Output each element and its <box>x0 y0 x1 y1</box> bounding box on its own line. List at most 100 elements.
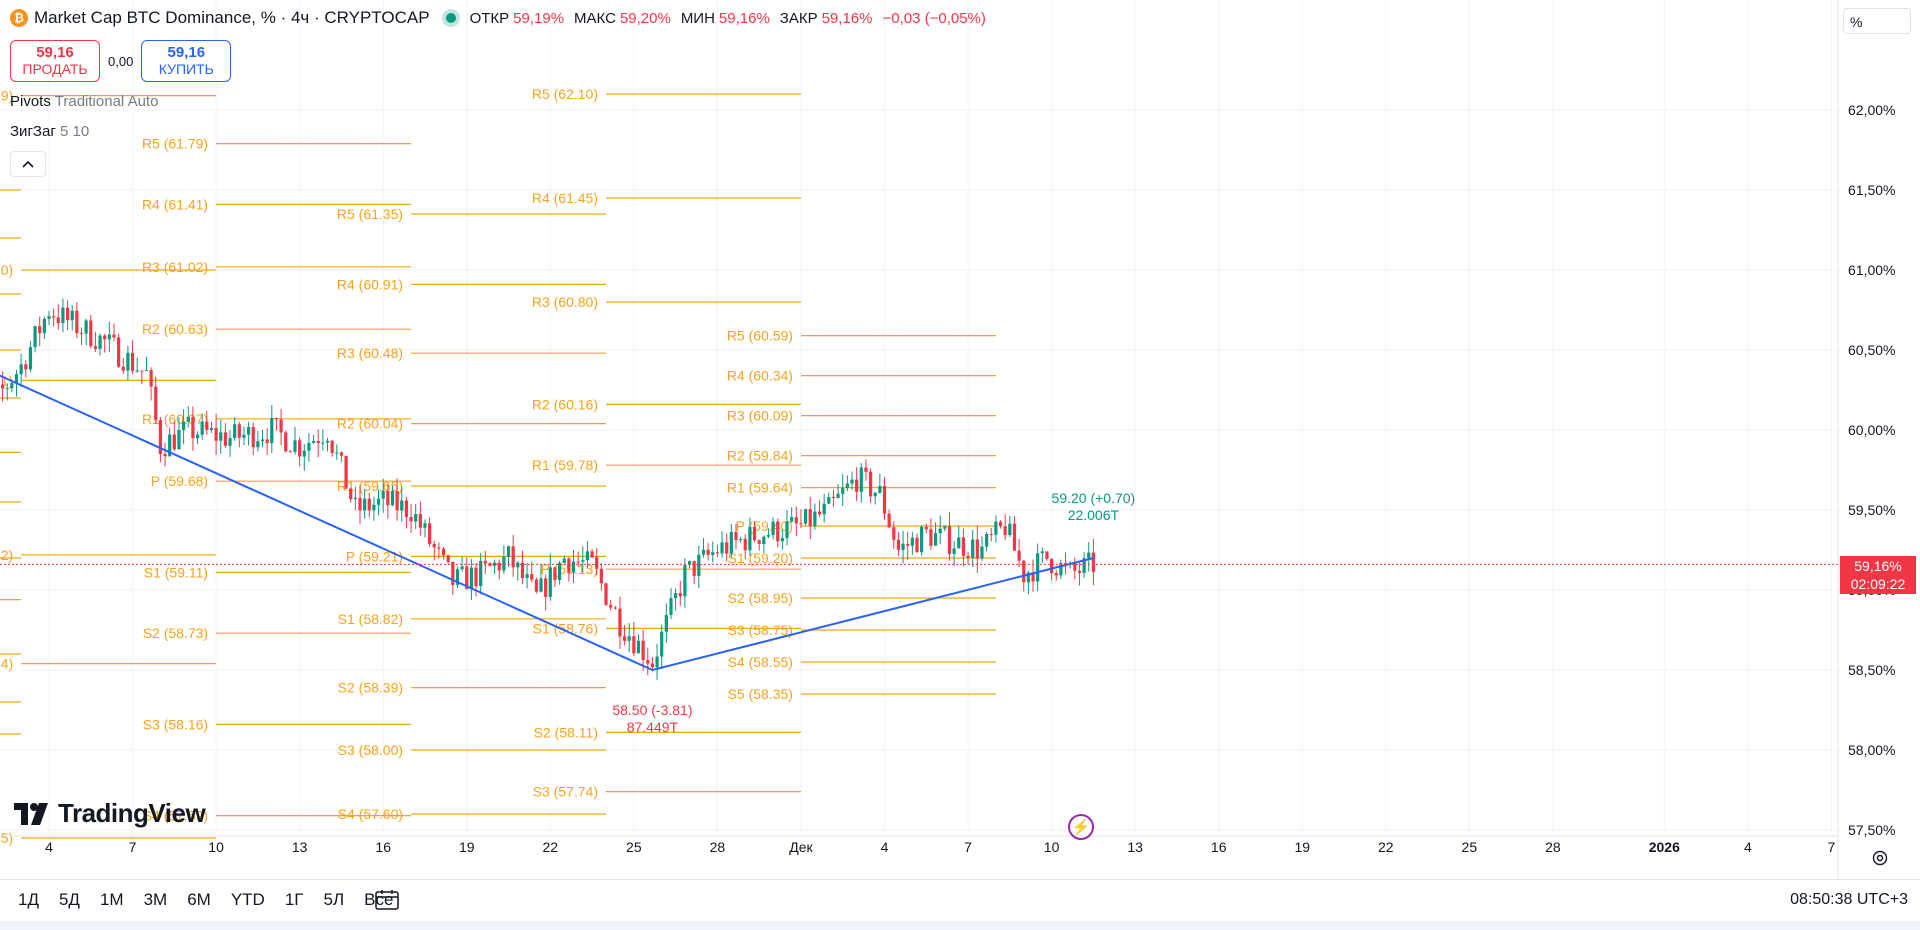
indicator-zigzag-name: ЗигЗаг <box>10 123 56 140</box>
pivot-level-label: S3 (58.75) <box>728 622 793 638</box>
candle-body <box>363 498 367 511</box>
candle-body <box>237 424 241 438</box>
range-6m-button[interactable]: 6М <box>187 890 211 909</box>
range-ytd-button[interactable]: YTD <box>230 890 265 909</box>
candle-body <box>284 432 288 452</box>
time-axis-tick-label: 4 <box>45 839 53 855</box>
candle-body <box>975 539 979 559</box>
symbol-title[interactable]: Market Cap BTC Dominance, % · 4ч · CRYPT… <box>34 8 430 27</box>
range-buttons: 1Д 5Д 1М 3М 6М YTD 1Г 5Л Все <box>18 890 393 910</box>
range-5y-button[interactable]: 5Л <box>323 890 345 909</box>
time-axis-tick-label: 22 <box>1378 839 1394 855</box>
candle-body <box>228 438 232 446</box>
candle-body <box>534 579 538 592</box>
zigzag-line <box>0 374 1094 672</box>
ohlc-values: ОТКР 59,19% МАКС 59,20% МИН 59,16% ЗАКР 59,1… <box>470 10 992 27</box>
candle-body <box>790 517 794 522</box>
indicator-zigzag[interactable]: ЗигЗаг 5 10 <box>10 123 89 140</box>
pivot-level-label: R1 (59.65) <box>337 478 403 494</box>
candle-body <box>785 521 789 539</box>
low-value: 59,16% <box>718 9 770 27</box>
tradingview-logo[interactable]: TradingView <box>14 798 206 829</box>
price-chart[interactable]: R2 (62.09)R1 (61.00)P (60.31)S1 (59.22)S… <box>0 0 1920 880</box>
time-axis-tick-label: 19 <box>1294 839 1310 855</box>
candle-body <box>214 427 218 441</box>
candle-body <box>260 439 265 442</box>
range-3m-button[interactable]: 3М <box>143 890 168 909</box>
candle-body <box>548 567 552 597</box>
candle-body <box>376 498 381 505</box>
candle-body <box>827 497 831 504</box>
range-1m-button[interactable]: 1М <box>99 890 124 909</box>
candle-body <box>655 656 659 668</box>
candle-body <box>84 320 88 334</box>
candle-body <box>683 564 687 597</box>
time-axis-tick-label: 10 <box>1044 839 1060 855</box>
close-value: 59,16% <box>821 9 873 27</box>
calendar-range-icon[interactable] <box>374 889 400 911</box>
candle-body <box>140 370 144 372</box>
zigzag-pivot-label: 58.50 (-3.81) <box>612 702 692 718</box>
range-1y-button[interactable]: 1Г <box>284 890 304 909</box>
gear-icon[interactable] <box>1870 848 1890 868</box>
range-all-button[interactable]: Все <box>364 890 394 909</box>
candle-body <box>766 534 771 537</box>
candle-body <box>813 511 817 527</box>
candle-body <box>762 536 766 544</box>
candle-body <box>404 500 409 518</box>
candle-body <box>511 546 515 568</box>
candle-body <box>855 479 859 492</box>
range-1d-button[interactable]: 1Д <box>18 890 39 909</box>
time-axis-tick-label: 7 <box>1828 839 1836 855</box>
candle-body <box>135 370 139 372</box>
candle-body <box>929 529 933 546</box>
last-price-value: 59,16% <box>1854 558 1902 574</box>
candle-body <box>89 320 93 347</box>
candle-body <box>112 334 116 338</box>
candle-body <box>817 511 822 515</box>
market-status-icon[interactable] <box>445 13 456 23</box>
buy-button[interactable]: 59,16 КУПИТЬ <box>141 40 232 82</box>
candle-body <box>609 604 613 608</box>
candle-body <box>562 558 566 563</box>
pivot-level-label: S3 (57.45) <box>0 830 13 846</box>
candle-body <box>924 526 928 530</box>
candle-body <box>24 364 28 370</box>
candle-body <box>414 514 418 522</box>
candle-body <box>455 569 460 585</box>
candle-body <box>729 532 733 554</box>
symbol-legend: ₿ Market Cap BTC Dominance, % · 4ч · CRY… <box>10 8 992 28</box>
timezone-clock[interactable]: 08:50:38 UTC+3 <box>1790 891 1908 908</box>
candle-body <box>576 561 580 563</box>
pivot-level-label: S4 (57.60) <box>338 806 403 822</box>
candle-body <box>947 526 952 554</box>
pivot-level-label: S4 (58.55) <box>728 654 793 670</box>
price-axis-tick-label: 59,50% <box>1848 502 1895 518</box>
price-axis-tick-label: 60,00% <box>1848 422 1895 438</box>
candle-body <box>423 523 427 528</box>
pivot-level-label: R2 (60.04) <box>337 416 403 432</box>
candle-body <box>177 429 181 450</box>
candle-body <box>344 455 348 489</box>
candle-body <box>571 561 576 573</box>
indicator-pivots[interactable]: Pivots Traditional Auto <box>10 93 158 110</box>
candle-body <box>910 537 914 546</box>
range-5d-button[interactable]: 5Д <box>58 890 80 909</box>
candle-body <box>859 467 863 492</box>
pivot-level-label: S3 (58.00) <box>338 742 403 758</box>
candle-body <box>325 440 330 443</box>
collapse-indicators-button[interactable] <box>10 151 46 177</box>
lightning-icon[interactable]: ⚡ <box>1068 814 1094 840</box>
candle-body <box>93 346 98 349</box>
sell-button[interactable]: 59,16 ПРОДАТЬ <box>10 40 100 82</box>
candle-body <box>632 636 636 654</box>
candle-body <box>748 526 752 551</box>
pivot-level-label: R3 (60.80) <box>532 294 598 310</box>
pivot-level-label: R5 (61.35) <box>337 206 403 222</box>
pivot-level-label: R4 (61.41) <box>142 196 208 212</box>
candle-body <box>65 307 70 321</box>
candle-body <box>316 440 320 444</box>
pivot-level-label: S1 (59.22) <box>0 547 13 563</box>
time-axis-tick-label: Дек <box>789 839 813 855</box>
scale-unit-selector[interactable]: % <box>1843 8 1911 34</box>
